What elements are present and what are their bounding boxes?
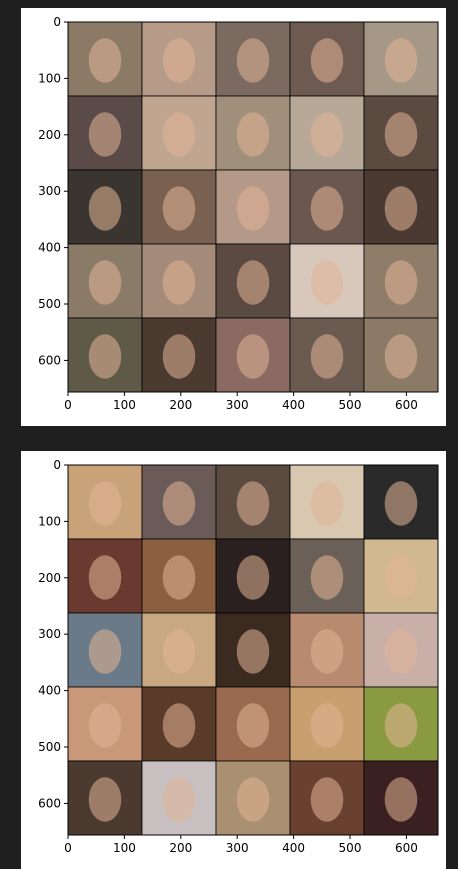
real-y-tick-label: 200 — [38, 571, 61, 585]
generated-images-axes: 0 100 200 300 400 500 600 0 100 200 300 400 500 600 — [38, 15, 439, 412]
generated-x-tick-label: 100 — [113, 398, 136, 412]
generated-x-tick-label: 300 — [226, 398, 249, 412]
generated-face-tile — [289, 317, 365, 393]
real-face-tile — [289, 538, 365, 614]
generated-face-tile — [67, 21, 143, 97]
real-face-tile — [289, 612, 365, 688]
real-x-tick-label: 100 — [113, 841, 136, 855]
generated-x-tick-label: 0 — [64, 398, 72, 412]
real-y-tick-label: 300 — [38, 627, 61, 641]
real-face-tile — [215, 760, 291, 836]
generated-face-tile — [363, 317, 439, 393]
generated-y-tick-label: 500 — [38, 297, 61, 311]
generated-face-tile — [363, 169, 439, 245]
generated-face-tile — [215, 317, 291, 393]
generated-face-tile — [67, 169, 143, 245]
real-x-tick-label: 300 — [226, 841, 249, 855]
real-face-tile — [141, 612, 217, 688]
real-face-tile — [289, 464, 365, 540]
real-face-tile — [67, 464, 143, 540]
generated-face-tile — [289, 169, 365, 245]
generated-y-tick-label: 400 — [38, 241, 61, 255]
real-x-tick-label: 400 — [282, 841, 305, 855]
real-face-tile — [363, 612, 439, 688]
real-image-frame — [67, 464, 439, 836]
real-face-tile — [363, 686, 439, 762]
real-face-tile — [141, 760, 217, 836]
generated-face-tile — [141, 21, 217, 97]
real-x-tick-label: 200 — [169, 841, 192, 855]
real-face-tile — [67, 760, 143, 836]
generated-x-tick-label: 400 — [282, 398, 305, 412]
generated-face-tile — [289, 243, 365, 319]
generated-face-tile — [215, 95, 291, 171]
generated-x-tick-label: 200 — [169, 398, 192, 412]
generated-face-tile — [67, 243, 143, 319]
real-face-tile — [67, 538, 143, 614]
generated-face-tile — [215, 169, 291, 245]
real-y-tick-label: 100 — [38, 514, 61, 528]
generated-face-tile — [289, 21, 365, 97]
real-face-tile — [141, 464, 217, 540]
real-y-tick-label: 0 — [53, 458, 61, 472]
real-face-tile — [289, 686, 365, 762]
real-face-tile — [141, 686, 217, 762]
real-face-tile — [67, 612, 143, 688]
real-x-tick-label: 500 — [339, 841, 362, 855]
generated-x-tick-label: 500 — [339, 398, 362, 412]
generated-face-tile — [215, 21, 291, 97]
real-y-tick-label: 600 — [38, 796, 61, 810]
real-face-tile — [289, 760, 365, 836]
generated-face-tile — [363, 95, 439, 171]
generated-face-tile — [363, 21, 439, 97]
real-images-figure: 0 100 200 300 400 500 600 0 100 200 300 400 500 600 — [21, 451, 446, 869]
generated-face-tile — [67, 95, 143, 171]
real-face-tile — [67, 686, 143, 762]
real-x-tick-label: 0 — [64, 841, 72, 855]
real-y-tick-label: 500 — [38, 740, 61, 754]
real-face-tile — [363, 538, 439, 614]
real-face-tile — [215, 538, 291, 614]
real-face-tile — [363, 464, 439, 540]
real-images-axes: 0 100 200 300 400 500 600 0 100 200 300 400 500 600 — [38, 458, 439, 855]
generated-face-tile — [141, 243, 217, 319]
real-face-tile — [215, 612, 291, 688]
generated-y-tick-label: 600 — [38, 353, 61, 367]
generated-y-tick-label: 100 — [38, 71, 61, 85]
generated-face-tile — [289, 95, 365, 171]
generated-face-tile — [215, 243, 291, 319]
generated-image-frame — [67, 21, 439, 393]
generated-face-tile — [67, 317, 143, 393]
generated-face-tile — [141, 95, 217, 171]
real-face-tile — [215, 686, 291, 762]
generated-x-tick-label: 600 — [395, 398, 418, 412]
real-face-tile — [363, 760, 439, 836]
generated-y-tick-label: 200 — [38, 128, 61, 142]
generated-face-tile — [363, 243, 439, 319]
generated-images-figure: 0 100 200 300 400 500 600 0 100 200 300 400 500 600 — [21, 8, 446, 426]
generated-face-tile — [141, 317, 217, 393]
generated-y-tick-label: 300 — [38, 184, 61, 198]
real-x-tick-label: 600 — [395, 841, 418, 855]
generated-y-tick-label: 0 — [53, 15, 61, 29]
real-y-tick-label: 400 — [38, 684, 61, 698]
real-face-tile — [215, 464, 291, 540]
real-face-tile — [141, 538, 217, 614]
generated-face-tile — [141, 169, 217, 245]
